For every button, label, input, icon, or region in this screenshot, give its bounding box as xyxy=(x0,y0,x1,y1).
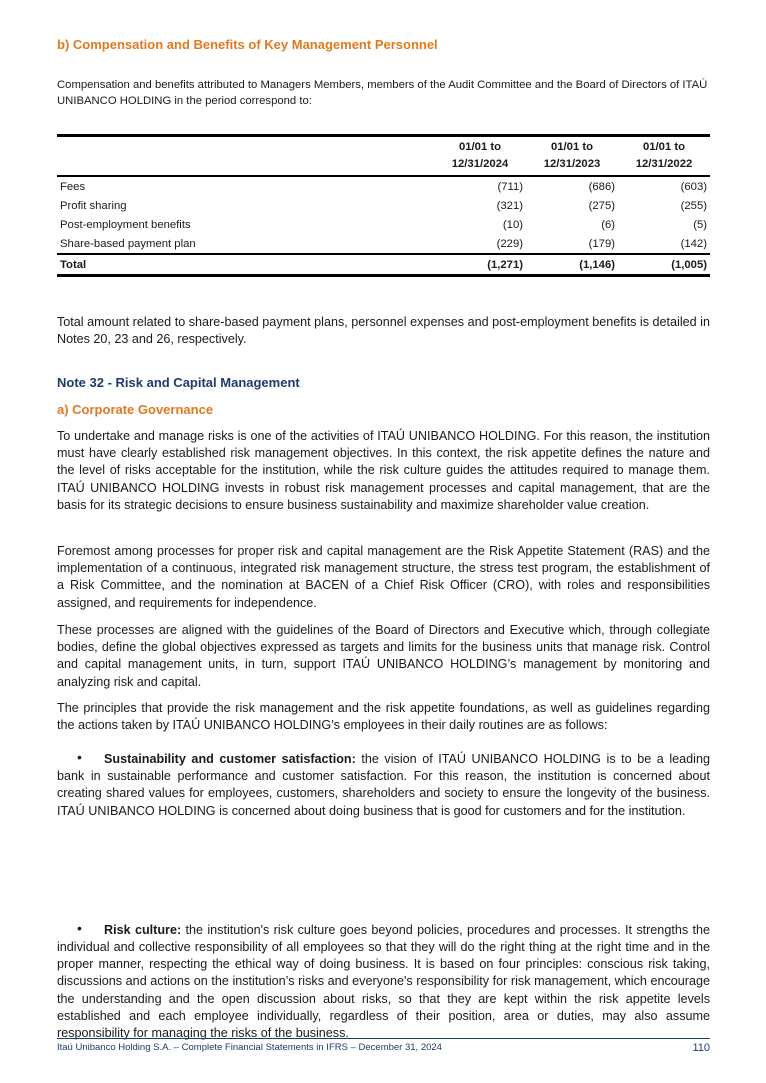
cell: (275) xyxy=(588,199,615,212)
column-header: 01/01 to 12/31/2022 xyxy=(635,141,693,170)
column-header: 01/01 to 12/31/2023 xyxy=(543,141,601,170)
section-b-intro: Compensation and benefits attributed to … xyxy=(57,79,708,107)
paragraph: To undertake and manage risks is one of … xyxy=(57,429,710,512)
cell: (10) xyxy=(502,218,523,231)
compensation-table-wrapper: 01/01 to 12/31/2024 01/01 to 12/31/2023 01… xyxy=(57,134,710,277)
cell: (321) xyxy=(496,199,523,212)
footer-text: Itaú Unibanco Holding S.A. – Complete Fi… xyxy=(57,1042,442,1053)
cell: (255) xyxy=(680,199,707,212)
table-row: Share-based payment plan (229) (179) (14… xyxy=(57,234,710,254)
row-label: Post-employment benefits xyxy=(60,218,191,231)
column-header: 01/01 to 12/31/2024 xyxy=(451,141,509,170)
cell: (711) xyxy=(497,180,523,193)
bullet-icon: • xyxy=(77,919,82,936)
bullet-item: • Risk culture: the institution's risk cu… xyxy=(57,919,710,1041)
cell: (686) xyxy=(588,180,615,193)
cell: (5) xyxy=(693,218,707,231)
compensation-table: 01/01 to 12/31/2024 01/01 to 12/31/2023 01… xyxy=(57,134,710,277)
paragraph: Foremost among processes for proper risk… xyxy=(57,544,710,610)
bullet-icon: • xyxy=(77,749,82,765)
note-32-heading: Note 32 - Risk and Capital Management xyxy=(57,375,300,390)
table-header-row: 01/01 to 12/31/2024 01/01 to 12/31/2023 01… xyxy=(57,135,710,177)
section-b-heading: b) Compensation and Benefits of Key Mana… xyxy=(57,37,438,52)
cell: (142) xyxy=(680,237,707,250)
page-number: 110 xyxy=(692,1042,710,1054)
row-label: Profit sharing xyxy=(60,199,127,212)
cell: (6) xyxy=(601,218,615,231)
row-label: Share-based payment plan xyxy=(60,237,196,250)
row-label: Fees xyxy=(60,180,86,193)
cell: (1,005) xyxy=(671,258,707,271)
row-label: Total xyxy=(60,258,87,271)
cell: (179) xyxy=(588,237,615,250)
table-row: Profit sharing (321) (275) (255) xyxy=(57,196,710,215)
table-row: Post-employment benefits (10) (6) (5) xyxy=(57,215,710,234)
cell: (1,271) xyxy=(487,258,523,271)
footer-divider xyxy=(57,1038,710,1039)
header-empty xyxy=(57,136,434,177)
corporate-governance-heading: a) Corporate Governance xyxy=(57,402,214,417)
bullet-item: • Sustainability and customer satisfactio… xyxy=(57,749,710,818)
cell: (603) xyxy=(680,180,707,193)
paragraph: The principles that provide the risk man… xyxy=(57,701,710,733)
section-b-note: Total amount related to share-based paym… xyxy=(57,315,710,347)
cell: (229) xyxy=(496,237,523,250)
table-total-row: Total (1,271) (1,146) (1,005) xyxy=(57,254,710,276)
paragraph: These processes are aligned with the gui… xyxy=(57,623,710,689)
footer: Itaú Unibanco Holding S.A. – Complete Fi… xyxy=(57,1042,710,1054)
table-row: Fees (711) (686) (603) xyxy=(57,176,710,196)
cell: (1,146) xyxy=(579,258,615,271)
